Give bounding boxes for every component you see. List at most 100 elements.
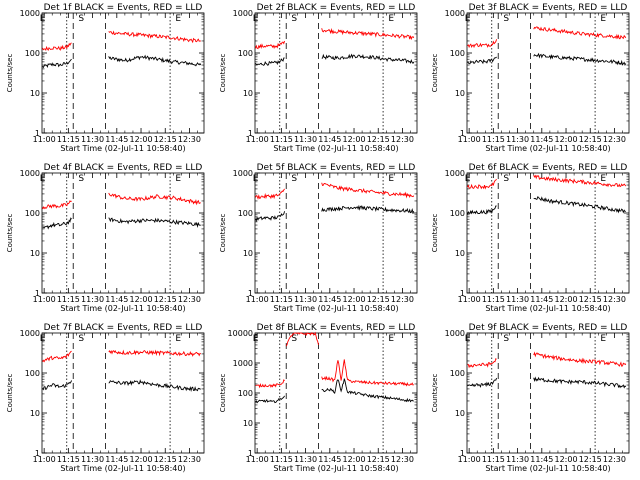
marker-label-e1: E: [253, 334, 259, 344]
y-tick-label: 100: [25, 369, 40, 378]
marker-label-s: S: [503, 174, 509, 184]
x-tick-label: 12:15: [367, 455, 390, 464]
y-tick-label: 100: [238, 209, 253, 218]
y-tick-label: 10: [30, 249, 40, 258]
series-events-segment: [255, 395, 285, 404]
x-tick-label: 11:45: [105, 455, 128, 464]
plot-frame: [254, 12, 418, 134]
marker-label-e2: E: [388, 14, 394, 24]
x-tick-label: 12:15: [579, 455, 602, 464]
y-axis-label: Counts/sec: [6, 214, 14, 253]
chart-panel-5: Det 5f BLACK = Events, RED = LLD 1 10 100 10…: [219, 163, 418, 313]
y-axis-label: Counts/sec: [219, 54, 227, 93]
marker-label-s: S: [291, 334, 297, 344]
plot-frame: [41, 12, 205, 134]
chart-panel-3: Det 3f BLACK = Events, RED = LLD 1 10 100 10…: [431, 3, 630, 153]
marker-label-e2: E: [388, 174, 394, 184]
x-tick-label: 11:30: [506, 455, 529, 464]
marker-label-e1: E: [40, 174, 46, 184]
x-axis-label: Start Time (02-Jul-11 10:58:40): [485, 304, 610, 313]
chart-title: Det 4f BLACK = Events, RED = LLD: [44, 163, 203, 173]
x-tick-label: 11:00: [33, 455, 56, 464]
series-lld-segment: [533, 174, 627, 188]
series-lld-segment: [467, 357, 497, 369]
series-lld-segment: [533, 26, 627, 40]
y-tick-label: 1000: [233, 359, 253, 368]
x-axis-label: Start Time (02-Jul-11 10:58:40): [60, 144, 185, 153]
chart-title: Det 9f BLACK = Events, RED = LLD: [469, 323, 628, 333]
y-tick-label: 1: [35, 449, 40, 458]
chart-panel-2: Det 2f BLACK = Events, RED = LLD 1 10 100 10…: [219, 3, 418, 153]
chart-title: Det 3f BLACK = Events, RED = LLD: [469, 3, 628, 13]
y-tick-label: 10: [30, 409, 40, 418]
x-tick-label: 12:30: [603, 455, 626, 464]
series-lld-segment: [321, 359, 415, 387]
y-tick-label: 1000: [233, 9, 253, 18]
x-tick-label: 12:30: [391, 455, 414, 464]
plot-frame: [41, 332, 205, 454]
chart-title: Det 5f BLACK = Events, RED = LLD: [257, 163, 416, 173]
y-axis-label: Counts/sec: [431, 374, 439, 413]
x-axis-label: Start Time (02-Jul-11 10:58:40): [485, 144, 610, 153]
x-tick-label: 11:15: [57, 295, 80, 304]
series-events-segment: [321, 53, 415, 65]
y-tick-label: 100: [25, 209, 40, 218]
x-tick-label: 11:30: [81, 135, 104, 144]
chart-panel-6: Det 6f BLACK = Events, RED = LLD 1 10 100 10…: [431, 163, 630, 313]
y-tick-label: 1: [460, 449, 465, 458]
y-tick-label: 10: [455, 249, 465, 258]
y-tick-label: 1: [248, 289, 253, 298]
x-tick-label: 11:45: [530, 295, 553, 304]
x-tick-label: 11:00: [458, 295, 481, 304]
series-events-segment: [533, 376, 627, 389]
series-events-segment: [255, 57, 285, 66]
marker-label-s: S: [78, 174, 84, 184]
series-events-segment: [42, 217, 72, 230]
x-tick-label: 12:30: [603, 295, 626, 304]
series-events-segment: [42, 380, 73, 391]
marker-label-e2: E: [600, 334, 606, 344]
x-tick-label: 11:00: [33, 295, 56, 304]
x-tick-label: 12:30: [178, 295, 201, 304]
series-lld-segment: [467, 39, 498, 49]
x-tick-label: 11:15: [482, 455, 505, 464]
y-tick-label: 100: [238, 389, 253, 398]
series-lld-segment: [533, 351, 627, 367]
x-axis-label: Start Time (02-Jul-11 10:58:40): [60, 304, 185, 313]
series-lld-segment: [108, 192, 201, 206]
x-tick-label: 11:45: [105, 135, 128, 144]
y-tick-label: 10000: [228, 329, 253, 338]
y-tick-label: 10: [243, 89, 253, 98]
y-tick-label: 100: [450, 49, 465, 58]
series-events-segment: [108, 217, 201, 228]
chart-title: Det 7f BLACK = Events, RED = LLD: [44, 323, 203, 333]
chart-panel-1: Det 1f BLACK = Events, RED = LLD 1 10 100 10…: [6, 3, 205, 153]
x-tick-label: 11:45: [318, 295, 341, 304]
x-tick-label: 11:15: [57, 135, 80, 144]
marker-label-e2: E: [175, 174, 181, 184]
y-tick-label: 1: [460, 129, 465, 138]
series-lld-segment: [255, 188, 285, 200]
y-tick-label: 1000: [20, 169, 40, 178]
y-tick-label: 1: [35, 289, 40, 298]
x-tick-label: 12:30: [603, 135, 626, 144]
marker-label-e2: E: [388, 334, 394, 344]
x-tick-label: 11:30: [81, 455, 104, 464]
y-tick-label: 1: [460, 289, 465, 298]
series-events-segment: [42, 58, 72, 69]
x-tick-label: 11:00: [458, 455, 481, 464]
y-tick-label: 1000: [445, 9, 465, 18]
series-lld-segment: [467, 178, 497, 190]
x-tick-label: 12:15: [367, 135, 390, 144]
x-tick-label: 12:00: [129, 135, 152, 144]
marker-label-s: S: [78, 14, 84, 24]
x-tick-label: 12:00: [342, 455, 365, 464]
x-tick-label: 11:15: [270, 455, 293, 464]
x-tick-label: 11:15: [482, 135, 505, 144]
y-tick-label: 10: [455, 89, 465, 98]
x-tick-label: 11:15: [57, 455, 80, 464]
y-axis-label: Counts/sec: [6, 54, 14, 93]
x-tick-label: 11:30: [294, 135, 317, 144]
plot-frame: [466, 12, 630, 134]
x-tick-label: 11:00: [246, 135, 269, 144]
